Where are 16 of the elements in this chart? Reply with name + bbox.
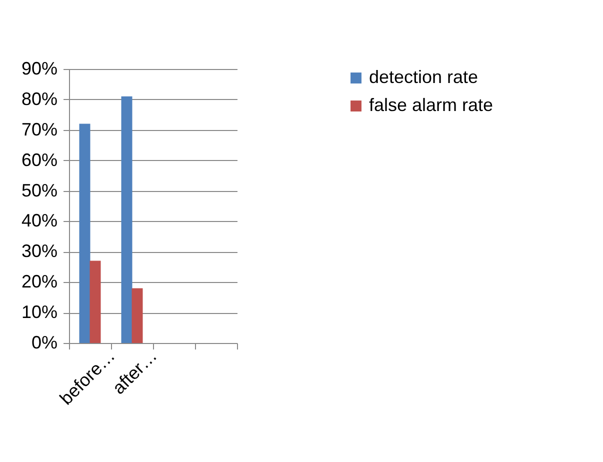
bar bbox=[121, 96, 132, 343]
y-tick-label: 80% bbox=[21, 88, 58, 109]
y-tick-label: 50% bbox=[21, 180, 58, 200]
y-tick-label: 20% bbox=[21, 272, 58, 292]
legend-label: detection rate bbox=[369, 67, 478, 87]
y-tick-label: 0% bbox=[31, 332, 58, 352]
y-tick-label: 10% bbox=[21, 302, 58, 322]
legend-label: false alarm rate bbox=[369, 95, 494, 115]
y-tick-label: 30% bbox=[21, 241, 58, 262]
bar bbox=[90, 260, 101, 343]
y-tick-label: 70% bbox=[21, 119, 58, 140]
y-tick-label: 40% bbox=[21, 210, 58, 231]
bar bbox=[132, 288, 143, 343]
y-tick-label: 90% bbox=[21, 58, 58, 78]
bar bbox=[79, 124, 90, 343]
y-tick-label: 60% bbox=[21, 150, 58, 170]
